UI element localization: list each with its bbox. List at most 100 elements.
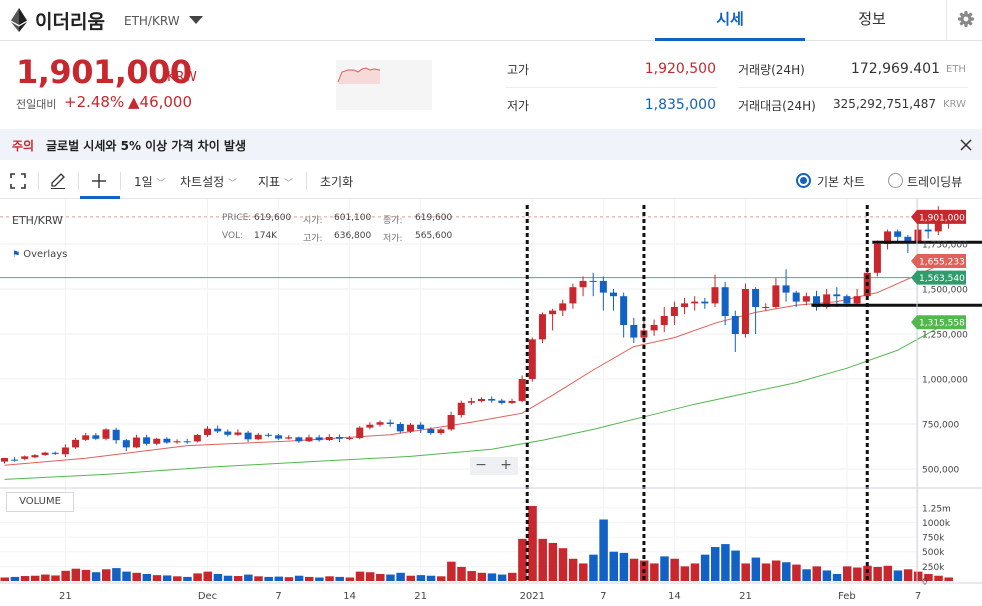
volume-tick-label: 500k	[922, 548, 945, 558]
candle-body	[132, 437, 140, 448]
candle-body	[904, 236, 912, 243]
volume-bar	[538, 538, 547, 581]
volume-bar	[284, 577, 294, 581]
candle-body	[650, 325, 658, 331]
candle-body	[823, 294, 831, 307]
volume-bar	[842, 566, 852, 581]
coin-name[interactable]: 이더리움	[35, 11, 105, 33]
tab-info[interactable]: 정보	[858, 10, 886, 28]
volume-bar	[376, 573, 385, 581]
candle-body	[853, 296, 861, 304]
change-amount: ▲46,000	[128, 93, 193, 111]
info-vol-value: 174K	[254, 231, 278, 241]
crosshair-icon[interactable]	[91, 173, 107, 189]
indicators-label: 지표	[258, 175, 281, 189]
ethereum-logo-icon	[11, 8, 27, 32]
basic-chart-label[interactable]: 기본 차트	[817, 175, 865, 189]
candle-body	[183, 441, 191, 443]
info-low-value: 565,600	[415, 231, 453, 241]
volume-bar	[132, 572, 141, 581]
notice-bar: 주의 글로벌 시세와 5% 이상 가격 차이 발생	[0, 129, 982, 160]
volume-bar	[518, 538, 527, 581]
low-label: 저가	[507, 99, 530, 113]
moving-average-lines	[4, 260, 949, 480]
info-high-key: 고가:	[303, 234, 323, 244]
volume-bar	[863, 565, 872, 581]
volume-bar	[548, 542, 558, 581]
volume-bar	[528, 506, 537, 581]
tab-quote[interactable]: 시세	[655, 0, 805, 41]
candle-body	[51, 452, 59, 454]
ma-short-line	[4, 260, 949, 466]
candle-body	[193, 434, 201, 442]
volume-bar	[305, 576, 314, 581]
candle-body	[254, 434, 262, 440]
zoom-in-button[interactable]: +	[500, 457, 512, 473]
indicators-dropdown[interactable]: 지표 ﹀	[258, 173, 293, 190]
volume-bar	[508, 572, 517, 581]
price-tick-label: 500,000	[922, 466, 959, 476]
candle-body	[833, 294, 841, 297]
chevron-down-icon[interactable]	[189, 16, 203, 24]
volume-panel-button[interactable]: VOLUME	[6, 492, 74, 512]
change-rate: +2.48%	[64, 93, 125, 111]
zoom-out-button[interactable]: −	[475, 457, 487, 473]
fullscreen-icon[interactable]	[10, 173, 26, 189]
price-tag	[911, 315, 966, 330]
volume-bar	[223, 575, 233, 581]
candle-body	[538, 314, 546, 340]
price-tag-label: 1,655,233	[919, 258, 965, 268]
candle-body	[335, 436, 343, 439]
volume-bar	[162, 575, 172, 581]
candle-body	[41, 452, 49, 455]
candle-body	[386, 422, 394, 424]
time-tick-label: Dec	[198, 591, 217, 602]
volume-bar	[30, 575, 40, 581]
high-label: 고가	[507, 63, 530, 77]
candle-body	[670, 307, 678, 316]
candle-body	[61, 447, 69, 455]
candle-body	[31, 455, 39, 458]
candle-body	[457, 402, 465, 415]
interval-dropdown[interactable]: 1일 ﹀	[134, 173, 166, 190]
chart-axes: 1,750,000 1,500,000 1,250,000 1,000,000 750,…	[0, 199, 982, 602]
toolbar-divider	[120, 172, 121, 190]
candle-body	[234, 432, 242, 435]
volume-bar	[812, 566, 821, 581]
volume-bar	[173, 576, 182, 581]
time-tick-label: 7	[915, 591, 921, 602]
price-chart[interactable]: 1,750,000 1,500,000 1,250,000 1,000,000 750,…	[0, 199, 982, 606]
overlays-toggle[interactable]: ⚑ Overlays	[12, 249, 67, 260]
close-icon[interactable]	[958, 137, 974, 153]
candle-body	[610, 292, 617, 297]
current-price: 1,901,000	[16, 53, 192, 91]
info-price-key: PRICE:	[222, 213, 252, 223]
volume-bar	[873, 566, 882, 581]
candle-body	[356, 427, 364, 439]
volume-bar	[233, 576, 243, 581]
volume-bar	[396, 572, 405, 581]
reset-button[interactable]: 초기화	[320, 175, 354, 189]
volume-bar	[792, 564, 801, 581]
pencil-icon[interactable]	[49, 172, 67, 190]
candle-body	[417, 424, 425, 430]
price-tick-label: 1,250,000	[922, 331, 968, 341]
candle-body	[559, 303, 567, 311]
volume-bar	[264, 576, 273, 581]
gear-icon[interactable]	[946, 0, 982, 40]
toolbar-divider	[78, 172, 79, 190]
toolbar-divider	[306, 172, 307, 190]
tradingview-radio[interactable]	[888, 173, 903, 188]
candle-body	[285, 437, 293, 439]
basic-chart-radio[interactable]	[796, 173, 811, 188]
candle-body	[792, 292, 800, 302]
candle-body	[478, 398, 486, 402]
volume-bar	[822, 570, 832, 581]
tradingview-label[interactable]: 트레이딩뷰	[907, 175, 963, 189]
amount-value: 325,292,751,487	[832, 97, 936, 111]
time-tick-label: 7	[600, 591, 606, 602]
chart-settings-dropdown[interactable]: 차트설정 ﹀	[180, 173, 237, 190]
volume-bar	[629, 558, 639, 581]
coin-pair[interactable]: ETH/KRW	[124, 14, 180, 28]
candle-body	[691, 301, 699, 304]
